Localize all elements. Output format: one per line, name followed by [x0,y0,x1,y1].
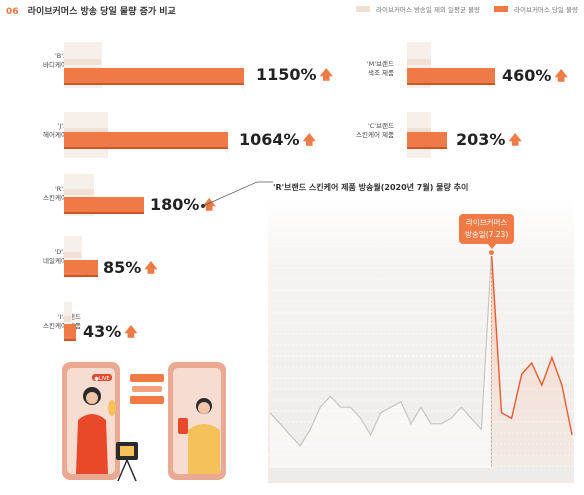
bar-cur-c [407,132,447,149]
line-chart [268,198,574,483]
brand-label-m: 'M'브랜드 색조 제품 [366,60,394,77]
bar-prev-i [64,316,71,322]
up-arrow-icon: 🡅 [302,133,316,148]
pct-d: 85% 🡅 [103,258,158,281]
legend-cur-label: 라이브커머스 당일 물량 [514,6,578,14]
bar-cur-b [64,68,244,85]
up-arrow-icon: 🡅 [554,69,568,84]
bar-cur-i [64,324,76,341]
bar-bg-i [64,302,72,342]
legend-cur: 라이브커머스 당일 물량 [494,4,578,14]
bar-prev-m [407,59,431,65]
bar-cur-m [407,68,495,85]
annotation-text-2: 방송일(7.23) [465,230,509,239]
section-number: 06 [6,7,19,17]
up-arrow-icon: 🡅 [124,325,138,340]
live-badge [92,374,112,381]
bar-prev-r [64,189,94,195]
callout-pointer [487,243,497,249]
area-fill-before [270,252,492,468]
legend-cur-swatch [494,6,508,12]
host-figure [76,414,108,474]
legend-prev: 라이브커머스 방송일 제외 일평균 물량 [356,4,480,14]
chat-bubble-2 [132,386,162,392]
live-commerce-illustration: ●LIVE [62,362,226,482]
annotation-callout: 라이브커머스 방송일(7.23) [459,214,515,244]
line-chart-title: 'R'브랜드 스킨케어 제품 방송월(2020년 7월) 물량 추이 [273,183,469,192]
live-badge-text: ●LIVE [94,376,109,382]
page-header: 06 라이브커머스 방송 당일 물량 증가 비교 [6,4,176,17]
pct-i: 43% 🡅 [83,322,138,345]
bar-prev-c [407,128,431,134]
bar-cur-j [64,132,228,149]
legend-prev-swatch [356,6,370,12]
pct-j: 1064% 🡅 [239,130,316,153]
up-arrow-icon: 🡅 [508,133,522,148]
up-arrow-icon: 🡅 [319,68,333,83]
area-fill-after [491,252,572,468]
bar-cur-r [64,197,144,214]
viewer-phone [178,418,188,434]
brand-label-c: 'C'브랜드 스킨케어 제품 [356,122,394,139]
chat-bubble-3 [130,396,164,404]
up-arrow-icon: 🡅 [144,261,158,276]
viewer-figure [188,424,220,474]
bar-cur-d [64,260,98,277]
series-line-before [269,252,493,447]
pct-m: 460% 🡅 [502,66,568,89]
bar-prev-b [64,59,101,65]
annotation-text-1: 라이브커머스 [465,218,508,227]
series-line-after [490,252,573,436]
bar-prev-d [64,252,81,258]
section-title: 라이브커머스 방송 당일 물량 증가 비교 [27,7,176,17]
bar-prev-j [64,128,108,134]
pct-c: 203% 🡅 [456,130,522,153]
connector-line [201,181,273,208]
pct-b: 1150% 🡅 [256,65,333,88]
legend-prev-label: 라이브커머스 방송일 제외 일평균 물량 [376,6,480,14]
annotation-point [487,249,495,257]
chat-bubble-1 [130,374,164,382]
